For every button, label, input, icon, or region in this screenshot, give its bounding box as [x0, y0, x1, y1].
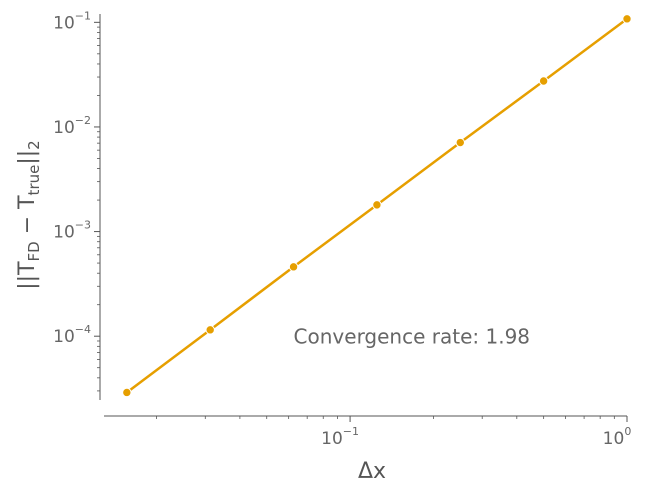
y-tick-base: 10 — [53, 118, 75, 138]
y-tick-label: 10−2 — [53, 114, 91, 138]
y-tick-label: 10−1 — [53, 9, 91, 33]
convergence-rate-annotation: Convergence rate: 1.98 — [294, 325, 530, 349]
x-tick-label: 100 — [603, 425, 632, 449]
data-point — [455, 137, 465, 148]
y-tick-base: 10 — [53, 223, 75, 243]
x-tick-exponent: 0 — [624, 425, 631, 438]
y-tick-exponent: −2 — [75, 114, 91, 127]
data-point — [538, 76, 549, 86]
x-axis-label: Δx — [358, 459, 386, 484]
ticks: 10−110−210−310−410−1 100 — [53, 9, 631, 449]
y-tick-base: 10 — [53, 327, 75, 347]
x-tick-exponent: −1 — [343, 425, 359, 438]
data-point — [372, 200, 382, 210]
x-tick-base: 10 — [321, 429, 343, 449]
y-tick-base: 10 — [53, 13, 75, 33]
y-tick-exponent: −1 — [75, 9, 91, 22]
y-tick-label: 10−4 — [53, 323, 91, 347]
y-label-sub-two: 2 — [25, 140, 43, 150]
y-tick-exponent: −3 — [75, 219, 91, 232]
y-label-minus: − T — [15, 195, 40, 241]
y-label-norm-open: ||T — [15, 261, 40, 290]
y-tick-exponent: −4 — [75, 323, 91, 336]
x-tick-base: 10 — [603, 429, 625, 449]
axes — [99, 14, 627, 417]
y-label-norm-close: || — [15, 150, 40, 165]
y-axis-label: ||TFD − Ttrue||2 — [15, 140, 43, 289]
data-point — [288, 262, 299, 272]
y-tick-label: 10−3 — [53, 219, 91, 243]
y-label-sub-true: true — [25, 165, 43, 196]
data-point — [122, 387, 132, 398]
x-tick-label: 10−1 — [321, 425, 359, 449]
series — [122, 14, 632, 398]
y-label-sub-fd: FD — [25, 241, 43, 261]
data-point — [622, 14, 632, 24]
data-point — [205, 325, 215, 335]
